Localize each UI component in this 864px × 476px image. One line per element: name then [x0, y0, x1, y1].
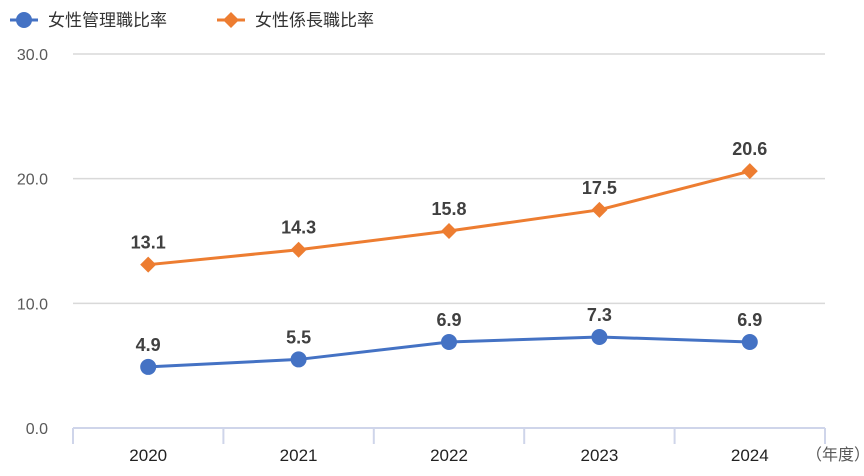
legend-label: 女性係長職比率 — [255, 11, 374, 30]
series-1: 13.1 14.3 15.8 17.5 20.6 — [131, 139, 767, 273]
y-tick-label: 20.0 — [17, 172, 48, 189]
data-point-circle — [16, 12, 32, 28]
data-point-circle — [441, 333, 457, 350]
y-tick-label: 0.0 — [26, 421, 48, 438]
legend-label: 女性管理職比率 — [48, 11, 167, 30]
data-label: 6.9 — [737, 310, 762, 330]
data-point-diamond — [741, 163, 758, 180]
x-tick-label: 2020 — [129, 446, 167, 465]
axes: 0.0 10.0 20.0 30.0 2020 2021 2022 2023 2024 — [17, 47, 826, 465]
data-point-circle — [140, 358, 157, 375]
data-label: 7.3 — [587, 305, 612, 325]
x-tick-label: 2022 — [430, 446, 468, 465]
data-point-diamond — [223, 12, 239, 28]
data-label: 13.1 — [131, 233, 166, 253]
data-label: 17.5 — [582, 178, 617, 198]
data-label: 6.9 — [436, 310, 461, 330]
data-label: 15.8 — [431, 199, 466, 219]
data-label: 14.3 — [281, 218, 316, 238]
legend: 女性管理職比率 女性係長職比率 — [10, 11, 374, 30]
data-point-circle — [741, 333, 758, 350]
data-point-diamond — [441, 223, 457, 240]
data-label: 4.9 — [136, 335, 161, 355]
data-label: 5.5 — [286, 327, 311, 347]
x-tick-label: 2023 — [580, 446, 618, 465]
series-0: 4.9 5.5 6.9 7.3 6.9 — [136, 305, 762, 375]
data-label: 20.6 — [732, 139, 767, 159]
data-point-circle — [290, 351, 307, 368]
y-tick-label: 10.0 — [17, 296, 48, 313]
x-tick-label: 2021 — [280, 446, 318, 465]
series-group: 4.9 5.5 6.9 7.3 6.9 13.1 14.3 15.8 17.5 20.6 — [131, 139, 767, 375]
y-tick-label: 30.0 — [17, 47, 48, 64]
x-tick-label: 2024 — [731, 446, 769, 465]
x-unit-label: （年度） — [806, 446, 864, 464]
data-point-circle — [591, 328, 608, 345]
gridlines — [73, 53, 825, 305]
data-point-diamond — [140, 256, 157, 273]
data-point-diamond — [290, 241, 307, 258]
data-point-diamond — [591, 201, 608, 218]
